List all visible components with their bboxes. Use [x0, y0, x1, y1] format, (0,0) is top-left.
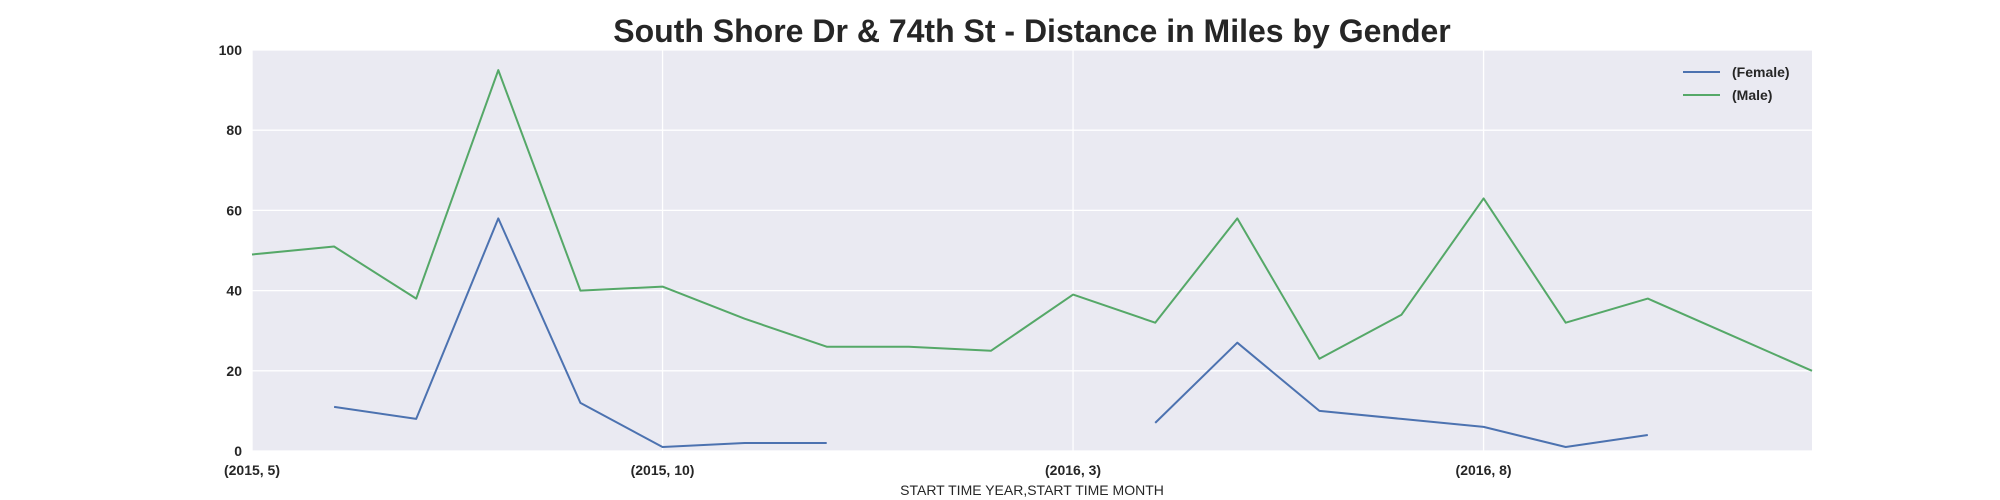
legend-label-female: (Female)	[1732, 64, 1790, 80]
series-line-female	[1154, 341, 1648, 448]
x-tick-label: (2015, 10)	[631, 462, 695, 478]
series-layer	[251, 69, 1813, 448]
series-line-male	[251, 69, 1813, 372]
y-tick-label: 80	[226, 122, 242, 138]
y-tick-label: 20	[226, 363, 242, 379]
y-tick-label: 40	[226, 283, 242, 299]
y-tick-label: 100	[219, 42, 243, 58]
legend: (Female) (Male)	[1683, 64, 1790, 103]
series-line-female	[333, 217, 827, 448]
y-tick-label: 0	[234, 443, 242, 459]
legend-label-male: (Male)	[1732, 87, 1772, 103]
x-tick-label: (2016, 3)	[1045, 462, 1101, 478]
x-tick-label: (2015, 5)	[224, 462, 280, 478]
x-axis-label: START TIME YEAR,START TIME MONTH	[900, 482, 1164, 498]
chart-title: South Shore Dr & 74th St - Distance in M…	[613, 13, 1450, 49]
grid-lines	[251, 49, 1812, 452]
x-tick-label: (2016, 8)	[1456, 462, 1512, 478]
x-tick-labels: (2015, 5) (2015, 10) (2016, 3) (2016, 8)	[224, 462, 1512, 478]
y-tick-labels: 0 20 40 60 80 100	[219, 42, 243, 459]
y-tick-label: 60	[226, 202, 242, 218]
